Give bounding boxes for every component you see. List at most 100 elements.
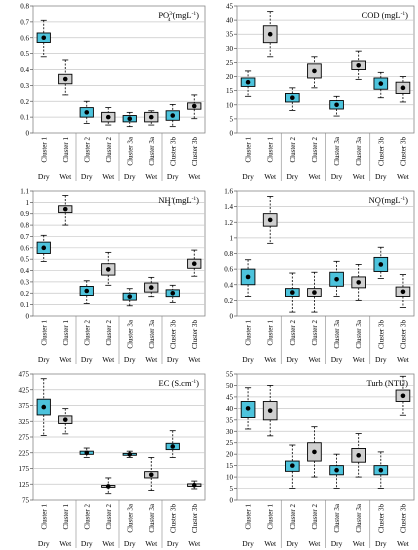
season-label: Wet (397, 355, 410, 364)
y-tick-label: 0.8 (224, 250, 233, 258)
y-tick-label: 175 (19, 465, 30, 473)
mean-marker (191, 482, 197, 488)
chart-title-part: -1 (401, 196, 406, 202)
y-tick-label: 1 (230, 234, 234, 242)
y-tick-label: 475 (19, 371, 30, 379)
category-label: Cluster 1 (62, 137, 70, 163)
mean-marker (245, 406, 251, 411)
chart-panel-3: 0 0.1 0.2 0.3 0.4 0.5 0.6 0.7 0.8 0.9 1 1.1 Cluster … (20, 188, 206, 364)
y-tick-label: 25 (226, 439, 234, 447)
season-label: Dry (331, 355, 343, 364)
category-label: Cluster 3a (148, 503, 156, 532)
season-label: Wet (264, 172, 277, 181)
season-label: Dry (242, 355, 254, 364)
y-tick-label: 0.5 (20, 256, 29, 264)
y-tick-label: 40 (226, 17, 234, 25)
season-label: Dry (375, 355, 387, 364)
mean-marker (400, 393, 406, 399)
category-label: Cluster 3a (333, 503, 341, 532)
mean-marker (127, 452, 133, 457)
y-tick-label: 75 (22, 497, 30, 505)
y-tick-label: 0 (230, 130, 234, 138)
season-label: Dry (242, 172, 254, 181)
season-label: Dry (38, 172, 50, 181)
mean-marker (334, 102, 339, 108)
y-tick-label: 0 (230, 313, 234, 321)
y-tick-label: 50 (226, 382, 234, 390)
season-label: Wet (145, 539, 158, 548)
category-label: Cluster 3b (191, 504, 199, 533)
category-label: Cluster 3a (126, 319, 134, 348)
season-label: Wet (397, 172, 410, 181)
y-tick-label: 0.3 (20, 278, 29, 286)
season-label: Dry (81, 355, 93, 364)
category-label: Cluster 3b (377, 504, 385, 533)
chart-title-part: 3 (377, 202, 380, 208)
y-tick-label: 0.7 (20, 18, 29, 26)
chart-title-part: ) (196, 195, 199, 205)
chart-title-part: 3- (169, 11, 174, 17)
y-tick-label: 35 (226, 31, 234, 39)
mean-marker (84, 110, 90, 115)
y-tick-label: 0.4 (20, 66, 29, 74)
category-label: Cluster 3a (148, 136, 156, 165)
y-tick-label: 10 (226, 474, 234, 482)
season-label: Dry (81, 539, 93, 548)
y-tick-label: 0.1 (20, 301, 29, 309)
chart-title-part: ) (196, 378, 199, 388)
chart-title-part: NH (158, 195, 170, 205)
category-label: Cluster 1 (267, 137, 275, 163)
category-label: Cluster 2 (311, 504, 319, 530)
plot-frame (236, 373, 415, 501)
mean-marker (148, 472, 154, 478)
mean-marker (105, 114, 111, 120)
chart-title-part: -1 (192, 196, 197, 202)
y-tick-label: 10 (226, 101, 234, 109)
season-label: Wet (188, 355, 201, 364)
category-label: Cluster 2 (105, 320, 113, 346)
y-tick-label: 1.2 (224, 219, 233, 227)
plot-frame (236, 5, 415, 134)
season-label: Dry (286, 539, 298, 548)
y-tick-label: 1 (26, 199, 30, 207)
y-tick-label: 0.4 (224, 281, 233, 289)
category-label: Cluster 1 (62, 504, 70, 530)
category-label: Cluster 3b (399, 137, 407, 166)
chart-title-part: NO (369, 195, 381, 205)
mean-marker (62, 206, 68, 212)
season-label: Wet (188, 539, 201, 548)
mean-marker (312, 290, 317, 295)
mean-marker (191, 103, 197, 109)
chart-title-part: ) (196, 10, 199, 20)
chart-title-part: + (171, 196, 174, 202)
mean-marker (400, 289, 406, 295)
season-label: Dry (167, 539, 179, 548)
season-label: Wet (145, 172, 158, 181)
season-label: Dry (124, 355, 136, 364)
mean-marker (378, 467, 384, 473)
mean-marker (245, 79, 251, 85)
chart-title-part: COD (362, 10, 380, 20)
y-tick-label: 0.1 (20, 114, 29, 122)
chart-title-part: - (381, 196, 383, 202)
mean-marker (356, 62, 361, 68)
mean-marker (170, 290, 176, 296)
season-label: Wet (145, 355, 158, 364)
season-label: Dry (375, 172, 387, 181)
y-tick-label: 325 (19, 418, 30, 426)
season-label: Dry (331, 539, 343, 548)
y-tick-label: 1.6 (224, 188, 233, 196)
category-label: Cluster 3b (169, 137, 177, 166)
y-tick-label: 30 (226, 45, 234, 53)
mean-marker (312, 68, 317, 74)
mean-marker (267, 408, 273, 413)
y-tick-label: 0.7 (20, 233, 29, 241)
category-label: Cluster 2 (83, 320, 91, 346)
mean-marker (267, 217, 273, 223)
category-label: Cluster 2 (83, 504, 91, 530)
mean-marker (148, 285, 154, 290)
chart-title: EC (S.cm-1) (159, 378, 200, 388)
chart-title: PO3-4 (mgL-1) (158, 10, 199, 23)
category-label: Cluster 1 (245, 504, 253, 530)
